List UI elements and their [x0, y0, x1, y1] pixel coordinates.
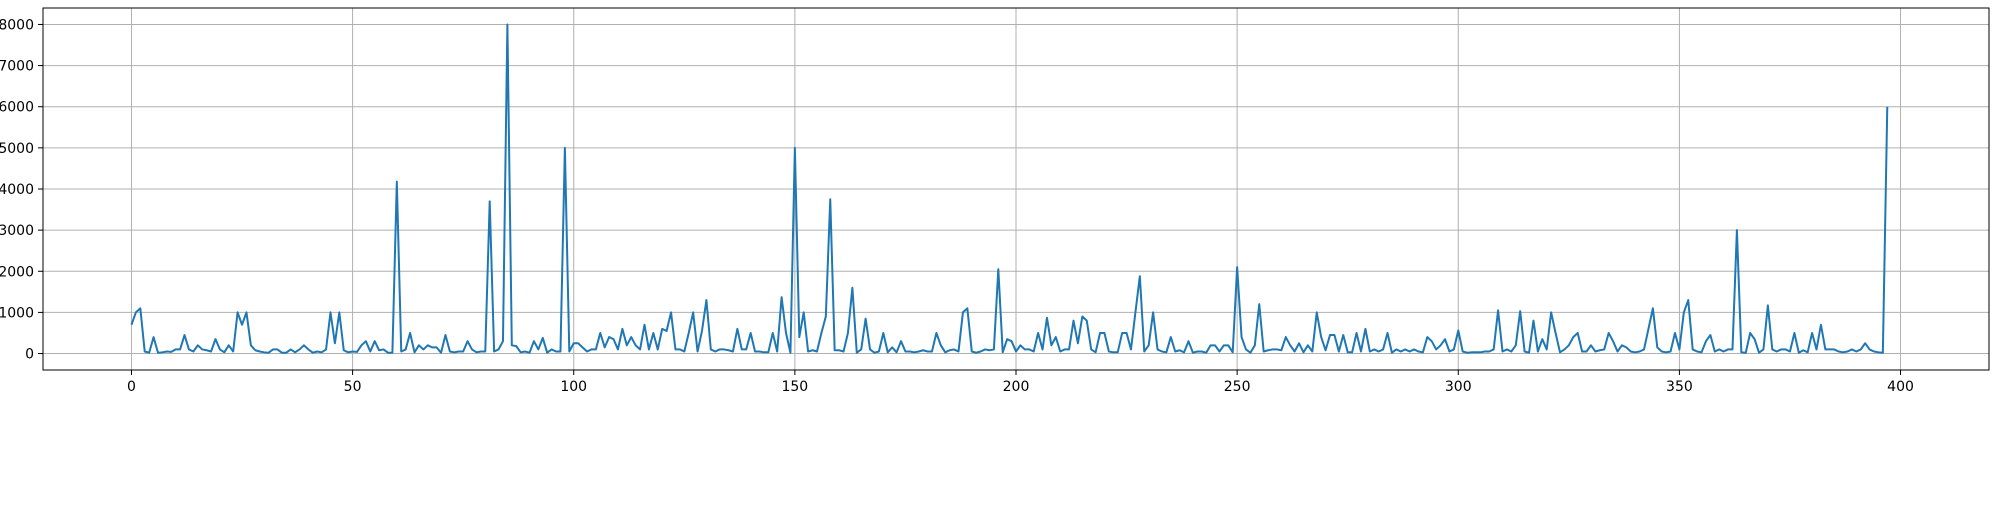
x-tick-label: 150 — [781, 379, 808, 395]
y-tick-label: 2000 — [0, 264, 34, 280]
x-tick-label: 0 — [127, 379, 136, 395]
y-tick-label: 6000 — [0, 100, 34, 116]
y-tick-label: 8000 — [0, 17, 34, 33]
y-tick-label: 0 — [25, 347, 34, 363]
y-tick-label: 3000 — [0, 223, 34, 239]
x-tick-label: 350 — [1666, 379, 1693, 395]
grid-lines — [43, 8, 1989, 370]
x-tick-label: 250 — [1224, 379, 1251, 395]
series-line — [130, 23, 1889, 354]
x-tick-label: 400 — [1887, 379, 1914, 395]
x-tick-label: 200 — [1003, 379, 1030, 395]
y-tick-label: 5000 — [0, 141, 34, 157]
x-tick-label: 100 — [560, 379, 587, 395]
y-tick-label: 7000 — [0, 59, 34, 75]
x-tick-label: 50 — [344, 379, 362, 395]
axis-ticks: 0 50 100 150 200 250 300 350 4000100020003000400… — [0, 17, 1914, 395]
y-tick-label: 4000 — [0, 182, 34, 198]
x-tick-label: 300 — [1445, 379, 1472, 395]
y-tick-label: 1000 — [0, 305, 34, 321]
